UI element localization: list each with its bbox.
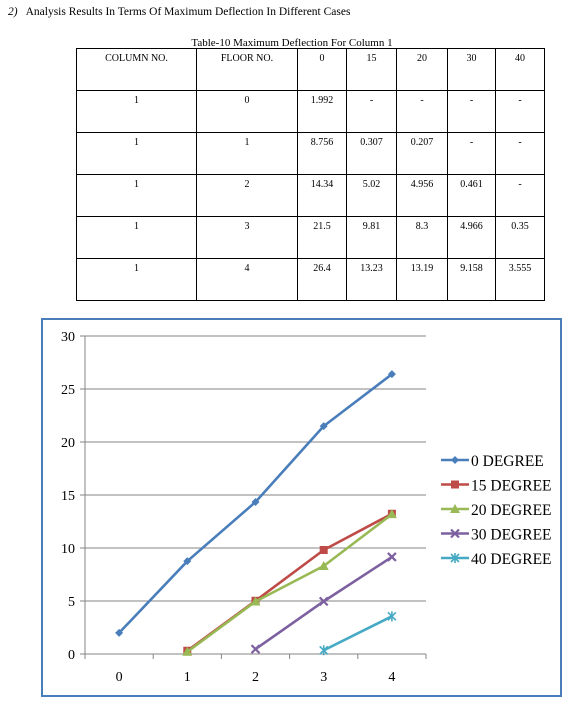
- data-point-x: [318, 596, 329, 607]
- data-point-square: [451, 480, 459, 489]
- header-floor-no: FLOOR NO.: [196, 48, 298, 91]
- data-point-diamond: [115, 628, 124, 637]
- table-cell: 0.307: [346, 132, 397, 175]
- header-angle-20: 20: [396, 48, 448, 91]
- table-cell: 14.34: [297, 174, 347, 217]
- table-cell: 13.23: [346, 258, 397, 301]
- data-point-diamond: [251, 497, 260, 506]
- series-line: [254, 555, 393, 651]
- table-cell: -: [495, 132, 545, 175]
- table-row: 1 1 8.756 0.307 0.207 - -: [76, 132, 545, 175]
- results-table: COLUMN NO. FLOOR NO. 0 15 20 30 40 1 0 1…: [76, 48, 545, 301]
- table-row: 1 3 21.5 9.81 8.3 4.966 0.35: [76, 216, 545, 259]
- table-cell: 0: [196, 90, 298, 133]
- data-point-x: [387, 552, 397, 562]
- table-cell: 0.461: [447, 174, 496, 217]
- table-cell: 1: [76, 132, 197, 175]
- data-point-square: [319, 546, 328, 555]
- y-tick-label: 30: [61, 330, 75, 345]
- table-cell: 21.5: [297, 216, 347, 259]
- header-angle-30: 30: [447, 48, 496, 91]
- header-angle-15: 15: [346, 48, 397, 91]
- table-cell: 1.992: [297, 90, 347, 133]
- table-cell: 13.19: [396, 258, 448, 301]
- table-cell: -: [495, 174, 545, 217]
- y-tick-label: 0: [68, 648, 75, 663]
- table-cell: 0.35: [495, 216, 545, 259]
- table-cell: -: [495, 90, 545, 133]
- header-angle-0: 0: [297, 48, 347, 91]
- legend-label: 20 DEGREE: [471, 502, 552, 519]
- data-point-triangle: [450, 504, 460, 513]
- table-cell: 1: [76, 90, 197, 133]
- data-point-diamond: [183, 557, 192, 566]
- data-point-x: [450, 528, 460, 539]
- table-row: 1 4 26.4 13.23 13.19 9.158 3.555: [76, 258, 545, 301]
- data-point-star: [450, 553, 460, 563]
- table-cell: 9.81: [346, 216, 397, 259]
- x-tick-label: 3: [320, 670, 327, 685]
- table-cell: -: [447, 132, 496, 175]
- section-number: 2): [8, 6, 18, 18]
- section-heading: 2) Analysis Results In Terms Of Maximum D…: [8, 6, 350, 18]
- table-cell: 3.555: [495, 258, 545, 301]
- x-tick-label: 0: [116, 670, 123, 685]
- data-point-triangle: [250, 596, 261, 606]
- table-caption: Table-10 Maximum Deflection For Column 1: [191, 37, 393, 49]
- table-cell: 4.956: [396, 174, 448, 217]
- table-cell: 4.966: [447, 216, 496, 259]
- table-cell: -: [396, 90, 448, 133]
- table-row: 1 0 1.992 - - - -: [76, 90, 545, 133]
- table-cell: 1: [76, 216, 197, 259]
- data-point-diamond: [319, 422, 328, 431]
- legend-label: 15 DEGREE: [471, 478, 552, 495]
- data-point-x: [250, 644, 261, 654]
- header-angle-40: 40: [495, 48, 545, 91]
- x-tick-label: 2: [252, 670, 259, 685]
- table-cell: 26.4: [297, 258, 347, 301]
- data-point-star: [319, 645, 329, 656]
- table-header-row: COLUMN NO. FLOOR NO. 0 15 20 30 40: [76, 48, 545, 91]
- y-tick-label: 20: [61, 436, 75, 451]
- table-cell: 1: [196, 132, 298, 175]
- table-cell: 0.207: [396, 132, 448, 175]
- y-tick-label: 25: [61, 383, 75, 398]
- section-title: Analysis Results In Terms Of Maximum Def…: [25, 6, 351, 18]
- table-cell: 5.02: [346, 174, 397, 217]
- table-cell: 4: [196, 258, 298, 301]
- table-cell: 1: [76, 258, 197, 301]
- data-point-triangle: [182, 646, 193, 656]
- legend-label: 0 DEGREE: [471, 453, 544, 470]
- table-row: 1 2 14.34 5.02 4.956 0.461 -: [76, 174, 545, 217]
- table-cell: -: [346, 90, 397, 133]
- series-line: [323, 615, 393, 652]
- x-tick-label: 1: [184, 670, 191, 685]
- data-point-triangle: [318, 561, 329, 571]
- table-cell: 8.756: [297, 132, 347, 175]
- chart-frame: 0 5 10 15 20 25 30 0 1 2 3 4 0 DEGREE 15 DEGREE 20 DEG…: [41, 318, 562, 697]
- data-point-diamond: [451, 456, 459, 464]
- table-cell: -: [447, 90, 496, 133]
- y-tick-label: 10: [61, 542, 75, 557]
- y-tick-label: 5: [68, 595, 75, 610]
- x-tick-label: 4: [388, 670, 395, 685]
- table-cell: 8.3: [396, 216, 448, 259]
- data-point-diamond: [387, 370, 396, 379]
- legend-label: 30 DEGREE: [471, 527, 552, 544]
- table-cell: 3: [196, 216, 298, 259]
- data-point-triangle: [386, 509, 397, 519]
- header-column-no: COLUMN NO.: [76, 48, 197, 91]
- y-tick-label: 15: [61, 489, 75, 504]
- table-cell: 1: [76, 174, 197, 217]
- table-cell: 2: [196, 174, 298, 217]
- data-point-star: [387, 611, 397, 622]
- table-cell: 9.158: [447, 258, 496, 301]
- legend-label: 40 DEGREE: [471, 551, 552, 568]
- series-line: [186, 513, 393, 653]
